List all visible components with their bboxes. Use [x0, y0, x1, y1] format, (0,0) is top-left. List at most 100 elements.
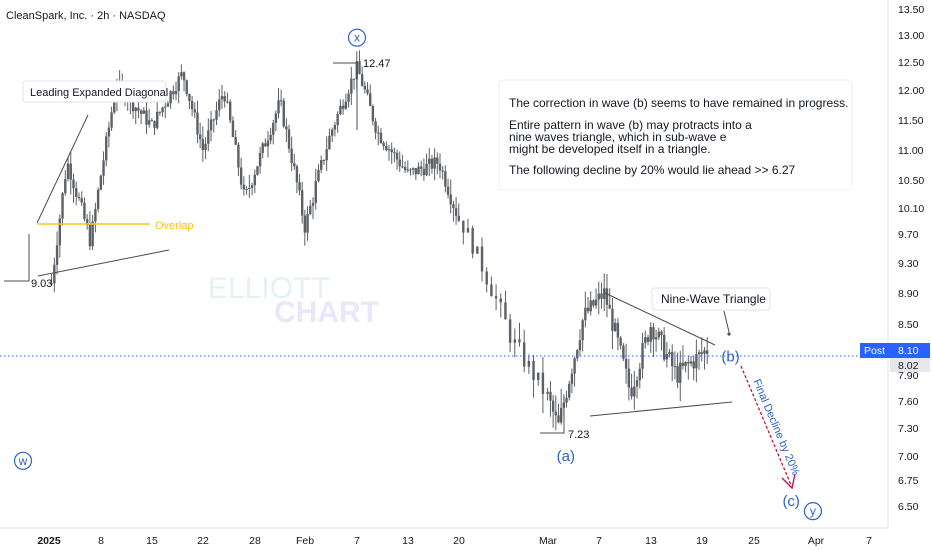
- candle-body: [282, 100, 285, 127]
- candle-body: [377, 132, 380, 134]
- candle-body: [113, 99, 116, 113]
- candle-body: [212, 119, 215, 121]
- candle-body: [269, 134, 272, 141]
- y-tick-label: 13.50: [898, 4, 924, 16]
- candle-body: [508, 319, 512, 343]
- candle-body: [374, 121, 377, 133]
- candle-body: [633, 386, 636, 397]
- candle-body: [611, 308, 614, 331]
- candle-body: [303, 215, 307, 233]
- candle-body: [657, 331, 660, 338]
- x-tick-label: Apr: [808, 535, 825, 547]
- candle-body: [417, 166, 420, 175]
- candle-body: [679, 362, 682, 383]
- candle-body: [494, 296, 498, 299]
- candle-body: [438, 163, 442, 171]
- candle-body: [91, 221, 94, 247]
- candle-body: [644, 337, 647, 344]
- candle-body: [403, 166, 407, 171]
- candle-body: [570, 373, 574, 384]
- post-badge-value: 8.10: [898, 345, 919, 357]
- candle-body: [196, 112, 199, 135]
- candle-body: [622, 345, 625, 359]
- candle-body: [425, 163, 428, 176]
- candle-body: [390, 149, 393, 153]
- candle-body: [64, 179, 67, 194]
- candle-body: [600, 293, 603, 299]
- candle-body: [156, 111, 159, 128]
- x-tick-label: 22: [197, 535, 209, 547]
- x-tick-label: 28: [249, 535, 261, 547]
- x-tick-label: 7: [866, 535, 872, 547]
- candle-body: [454, 208, 458, 216]
- candle-body: [317, 169, 320, 182]
- wave-label-x: x: [354, 31, 360, 45]
- candle-body: [322, 160, 326, 162]
- candle-body: [220, 96, 224, 100]
- candle-body: [576, 350, 579, 359]
- candle-body: [272, 122, 275, 135]
- candle-body: [676, 366, 679, 383]
- plot-area[interactable]: [0, 0, 888, 528]
- candle-body: [649, 327, 652, 342]
- candle-body: [223, 96, 226, 102]
- candle-body: [411, 168, 415, 170]
- candle-body: [420, 166, 423, 169]
- candle-body: [444, 171, 447, 187]
- candle-body: [228, 101, 232, 121]
- candle-body: [584, 307, 587, 321]
- candle-body: [522, 342, 526, 367]
- candle-body: [300, 190, 304, 216]
- candle-body: [363, 85, 367, 90]
- candle-body: [360, 74, 364, 86]
- last-badge-value: 8.02: [898, 360, 919, 372]
- candle-body: [441, 170, 444, 172]
- x-tick-label: 13: [645, 535, 657, 547]
- candle-body: [557, 415, 560, 423]
- candle-body: [204, 143, 207, 150]
- candle-body: [358, 61, 361, 75]
- candle-body: [646, 337, 650, 342]
- price-label: 7.23: [568, 429, 589, 441]
- candle-body: [134, 107, 137, 112]
- candle-body: [190, 100, 194, 110]
- candle-body: [537, 372, 540, 381]
- candle-body: [518, 339, 521, 343]
- candle-body: [652, 327, 655, 340]
- diagonal-callout-box: [22, 80, 167, 103]
- triangle-callout-box: [651, 287, 771, 311]
- diagonal-callout-text: Leading Expanded Diagonal: [30, 87, 168, 99]
- candle-body: [430, 158, 434, 169]
- watermark-line2: CHART: [274, 296, 379, 329]
- info-line-3: nine waves triangle, which in sub-wave e: [509, 130, 727, 144]
- candle-body: [592, 300, 595, 306]
- candle-body: [77, 196, 81, 199]
- candle-body: [110, 112, 113, 128]
- candle-body: [635, 380, 639, 387]
- x-axis-panel: [0, 528, 888, 550]
- candle-body: [549, 391, 552, 401]
- candle-body: [66, 163, 70, 180]
- candle-body: [311, 202, 315, 206]
- candle-body: [180, 72, 183, 77]
- candle-body: [177, 76, 180, 92]
- candle-body: [85, 219, 89, 225]
- candle-body: [393, 152, 396, 154]
- last-badge-bg: [890, 358, 930, 372]
- candle-body: [551, 400, 555, 412]
- y-tick-label: 9.30: [898, 258, 919, 270]
- candle-body: [344, 101, 348, 109]
- candle-body: [75, 188, 78, 197]
- candle-body: [226, 101, 229, 103]
- candle-body: [137, 107, 140, 111]
- wave-label-b: (b): [721, 348, 739, 365]
- candle-body: [382, 143, 385, 146]
- candle-body: [350, 78, 353, 94]
- candle-body: [568, 383, 571, 398]
- y-ticks: 13.50 13.00 12.50 12.00 11.50 11.00 10.50 10.10…: [898, 4, 924, 513]
- candle-body: [309, 205, 312, 215]
- candle-body: [462, 220, 465, 233]
- candle-body: [466, 228, 470, 233]
- info-line-1: The correction in wave (b) seems to have…: [509, 96, 849, 110]
